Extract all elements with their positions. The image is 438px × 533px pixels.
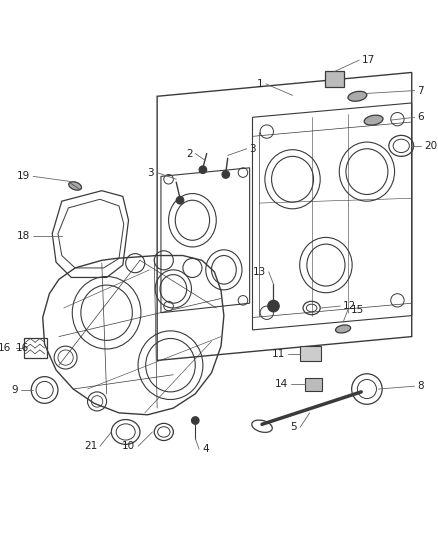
Text: 12: 12	[343, 301, 357, 311]
Text: 6: 6	[417, 112, 424, 122]
Circle shape	[222, 171, 230, 179]
Ellipse shape	[336, 325, 351, 333]
Text: 2: 2	[186, 149, 192, 158]
Text: 8: 8	[417, 381, 424, 391]
Text: 3: 3	[250, 144, 256, 154]
Ellipse shape	[364, 115, 383, 125]
Bar	[325, 71, 344, 87]
Text: 14: 14	[275, 379, 288, 389]
Text: 3: 3	[148, 167, 154, 177]
Text: 21: 21	[84, 441, 97, 451]
Text: 1: 1	[256, 79, 263, 89]
Circle shape	[191, 417, 199, 424]
Circle shape	[268, 301, 279, 312]
Bar	[300, 346, 321, 361]
Text: 9: 9	[11, 385, 18, 395]
Circle shape	[176, 197, 184, 204]
Text: 16: 16	[0, 343, 11, 353]
Text: 5: 5	[291, 422, 297, 432]
Text: 4: 4	[202, 444, 208, 454]
Text: 17: 17	[362, 55, 375, 65]
Ellipse shape	[348, 91, 367, 101]
Ellipse shape	[69, 182, 81, 190]
Bar	[24, 338, 46, 358]
Text: 11: 11	[272, 349, 285, 359]
Text: 20: 20	[424, 141, 437, 151]
Circle shape	[199, 166, 207, 174]
Text: 7: 7	[417, 86, 424, 95]
Text: 10: 10	[122, 441, 135, 451]
Text: 13: 13	[253, 266, 266, 277]
Text: 15: 15	[351, 305, 364, 315]
Text: 16: 16	[16, 343, 29, 353]
Text: 19: 19	[17, 172, 30, 181]
Bar	[305, 377, 322, 391]
Text: 18: 18	[17, 231, 30, 241]
